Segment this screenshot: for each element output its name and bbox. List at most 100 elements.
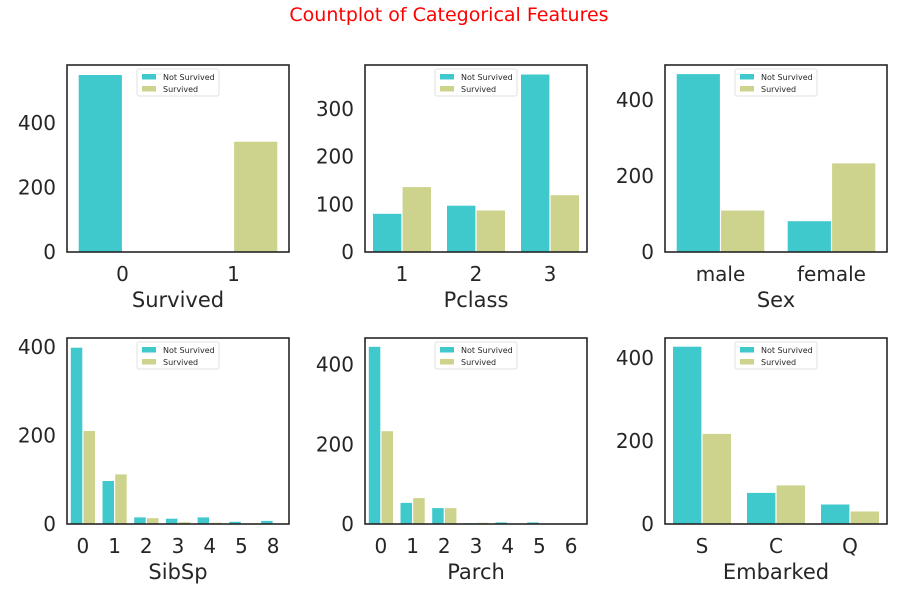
bar-0-not-survived [70, 347, 83, 524]
bar-2-not-survived [134, 517, 146, 524]
bar-Q-survived [850, 511, 879, 524]
bar-female-survived [832, 163, 876, 252]
x-tick-label: male [696, 262, 746, 286]
legend-swatch-not-survived [740, 347, 754, 353]
y-tick-label: 0 [43, 512, 56, 536]
bar-3-survived [550, 195, 579, 252]
y-tick-label: 200 [616, 429, 654, 453]
legend-label-survived: Survived [761, 85, 796, 94]
bar-male-not-survived [676, 74, 720, 252]
bar-female-not-survived [787, 221, 831, 252]
legend-label-not-survived: Not Survived [163, 73, 215, 82]
x-tick-label: 1 [108, 534, 121, 558]
axes-frame [364, 337, 588, 525]
bar-0-not-survived [78, 75, 122, 252]
x-tick-label: 0 [77, 534, 90, 558]
bar-1-survived [413, 498, 425, 524]
bar-2-not-survived [432, 508, 444, 524]
y-tick-label: 0 [641, 512, 654, 536]
legend-label-survived: Survived [461, 85, 496, 94]
legend-swatch-not-survived [740, 74, 754, 80]
x-axis-label: Pclass [444, 288, 509, 312]
legend-label-survived: Survived [163, 85, 198, 94]
bar-male-survived [721, 210, 765, 252]
y-tick-label: 200 [316, 145, 354, 169]
x-tick-label: 3 [544, 262, 557, 286]
legend-swatch-not-survived [440, 74, 454, 80]
x-tick-label: 1 [227, 262, 240, 286]
figure-title: Countplot of Categorical Features [289, 4, 608, 26]
legend-label-not-survived: Not Survived [461, 346, 513, 355]
x-tick-label: C [769, 534, 783, 558]
bar-1-not-survived [373, 213, 402, 252]
y-tick-label: 200 [18, 423, 56, 447]
legend-label-survived: Survived [163, 358, 198, 367]
legend-box [734, 341, 818, 370]
bar-3-survived [178, 522, 191, 524]
y-tick-label: 200 [18, 176, 56, 200]
y-tick-label: 100 [316, 192, 354, 216]
legend-swatch-survived [740, 86, 754, 92]
axes-frame [66, 337, 290, 525]
bar-0-not-survived [368, 346, 381, 524]
bar-2-survived [476, 210, 505, 252]
bar-S-not-survived [673, 346, 702, 524]
y-tick-label: 400 [18, 111, 56, 135]
y-tick-label: 200 [616, 164, 654, 188]
x-tick-label: 0 [375, 534, 388, 558]
legend-swatch-not-survived [142, 347, 156, 353]
bar-Q-not-survived [821, 504, 850, 524]
legend-box [136, 341, 220, 370]
x-axis-label: Survived [132, 288, 224, 312]
bar-2-survived [444, 508, 457, 524]
bar-C-not-survived [747, 492, 776, 524]
y-tick-label: 0 [641, 240, 654, 264]
y-tick-label: 400 [616, 346, 654, 370]
legend-swatch-survived [142, 359, 156, 365]
legend-box [434, 68, 518, 97]
legend-label-survived: Survived [761, 358, 796, 367]
y-tick-label: 0 [341, 512, 354, 536]
x-tick-label: 2 [470, 262, 483, 286]
x-tick-label: S [696, 534, 709, 558]
bar-1-survived [234, 141, 278, 252]
legend-box [136, 68, 220, 97]
legend-label-survived: Survived [461, 358, 496, 367]
bar-5-not-survived [229, 521, 241, 524]
bar-8-not-survived [261, 520, 273, 524]
bar-1-not-survived [400, 502, 412, 524]
x-axis-label: Parch [447, 560, 505, 584]
x-tick-label: 2 [438, 534, 451, 558]
legend-label-not-survived: Not Survived [761, 346, 813, 355]
bar-0-survived [381, 431, 393, 524]
y-tick-label: 400 [616, 88, 654, 112]
bar-4-not-survived [197, 517, 210, 524]
y-tick-label: 0 [43, 240, 56, 264]
legend-label-not-survived: Not Survived [461, 73, 513, 82]
x-tick-label: 6 [565, 534, 578, 558]
y-tick-label: 300 [316, 97, 354, 121]
bar-1-survived [402, 187, 431, 252]
x-tick-label: 1 [406, 534, 419, 558]
legend-label-not-survived: Not Survived [163, 346, 215, 355]
bar-S-survived [702, 433, 731, 524]
x-tick-label: female [797, 262, 866, 286]
y-tick-label: 0 [341, 240, 354, 264]
x-tick-label: 1 [396, 262, 409, 286]
legend-box [434, 341, 518, 370]
x-axis-label: Embarked [723, 560, 829, 584]
legend-box [734, 68, 818, 97]
y-tick-label: 400 [316, 353, 354, 377]
bar-0-survived [83, 431, 95, 524]
x-tick-label: 3 [172, 534, 185, 558]
bar-2-not-survived [447, 205, 476, 252]
axes-frame [364, 64, 588, 253]
x-tick-label: 2 [140, 534, 153, 558]
axes-frame [664, 64, 888, 253]
bar-1-not-survived [102, 481, 114, 524]
y-tick-label: 200 [316, 432, 354, 456]
x-tick-label: 5 [235, 534, 248, 558]
legend-swatch-survived [440, 359, 454, 365]
bar-2-survived [146, 518, 159, 524]
